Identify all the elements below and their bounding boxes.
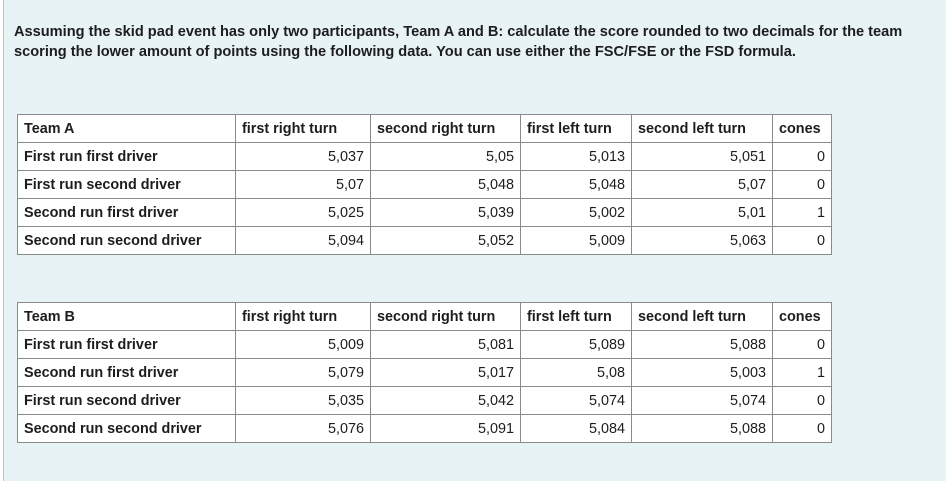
table-cell: 0 [772, 170, 832, 199]
row-label: Second run first driver [17, 198, 236, 227]
table-cell: 5,003 [631, 358, 773, 387]
row-label: Second run first driver [17, 358, 236, 387]
column-header: second right turn [370, 302, 521, 331]
table-cell: 5,063 [631, 226, 773, 255]
table-cell: 5,076 [235, 414, 371, 443]
row-label: First run second driver [17, 386, 236, 415]
table-row: First run second driver 5,07 5,048 5,048… [17, 170, 832, 199]
table-cell: 5,079 [235, 358, 371, 387]
table-cell: 5,017 [370, 358, 521, 387]
question-text: Assuming the skid pad event has only two… [14, 24, 903, 60]
table-cell: 0 [772, 386, 832, 415]
table-cell: 0 [772, 330, 832, 359]
table-cell: 5,002 [520, 198, 632, 227]
table-cell: 5,051 [631, 142, 773, 171]
table-cell: 5,094 [235, 226, 371, 255]
row-label: Second run second driver [17, 414, 236, 443]
table-row: First run second driver 5,035 5,042 5,07… [17, 386, 832, 415]
table-row: Second run second driver 5,076 5,091 5,0… [17, 414, 832, 443]
table-cell: 5,074 [520, 386, 632, 415]
table-cell: 5,037 [235, 142, 371, 171]
column-header: second left turn [631, 302, 773, 331]
table-cell: 5,074 [631, 386, 773, 415]
table-cell: 5,009 [520, 226, 632, 255]
table-row: First run first driver 5,037 5,05 5,013 … [17, 142, 832, 171]
team-a-table: Team A first right turn second right tur… [17, 114, 832, 255]
column-header: first left turn [520, 114, 632, 143]
column-header: cones [772, 302, 832, 331]
table-header-row: Team B first right turn second right tur… [17, 302, 832, 331]
table-header-row: Team A first right turn second right tur… [17, 114, 832, 143]
team-name-header: Team A [17, 114, 236, 143]
team-b-table: Team B first right turn second right tur… [17, 302, 832, 443]
row-label: First run second driver [17, 170, 236, 199]
table-cell: 1 [772, 358, 832, 387]
table-cell: 5,08 [520, 358, 632, 387]
table-cell: 0 [772, 142, 832, 171]
column-header: second left turn [631, 114, 773, 143]
table-cell: 5,039 [370, 198, 521, 227]
table-cell: 5,025 [235, 198, 371, 227]
row-label: Second run second driver [17, 226, 236, 255]
table-cell: 5,088 [631, 414, 773, 443]
table-cell: 0 [772, 226, 832, 255]
table-row: Second run second driver 5,094 5,052 5,0… [17, 226, 832, 255]
table-cell: 5,035 [235, 386, 371, 415]
table-cell: 5,042 [370, 386, 521, 415]
column-header: first right turn [235, 114, 371, 143]
table-cell: 5,048 [370, 170, 521, 199]
table-row: First run first driver 5,009 5,081 5,089… [17, 330, 832, 359]
table-cell: 5,091 [370, 414, 521, 443]
row-label: First run first driver [17, 330, 236, 359]
table-cell: 5,013 [520, 142, 632, 171]
table-cell: 0 [772, 414, 832, 443]
question-panel: Assuming the skid pad event has only two… [3, 0, 946, 481]
table-cell: 5,089 [520, 330, 632, 359]
table-cell: 5,07 [631, 170, 773, 199]
column-header: first left turn [520, 302, 632, 331]
column-header: cones [772, 114, 832, 143]
table-cell: 5,048 [520, 170, 632, 199]
table-cell: 5,05 [370, 142, 521, 171]
table-row: Second run first driver 5,025 5,039 5,00… [17, 198, 832, 227]
table-row: Second run first driver 5,079 5,017 5,08… [17, 358, 832, 387]
column-header: second right turn [370, 114, 521, 143]
row-label: First run first driver [17, 142, 236, 171]
table-cell: 5,084 [520, 414, 632, 443]
team-name-header: Team B [17, 302, 236, 331]
table-cell: 5,081 [370, 330, 521, 359]
table-cell: 1 [772, 198, 832, 227]
column-header: first right turn [235, 302, 371, 331]
table-cell: 5,088 [631, 330, 773, 359]
table-cell: 5,07 [235, 170, 371, 199]
table-cell: 5,052 [370, 226, 521, 255]
table-cell: 5,01 [631, 198, 773, 227]
table-cell: 5,009 [235, 330, 371, 359]
